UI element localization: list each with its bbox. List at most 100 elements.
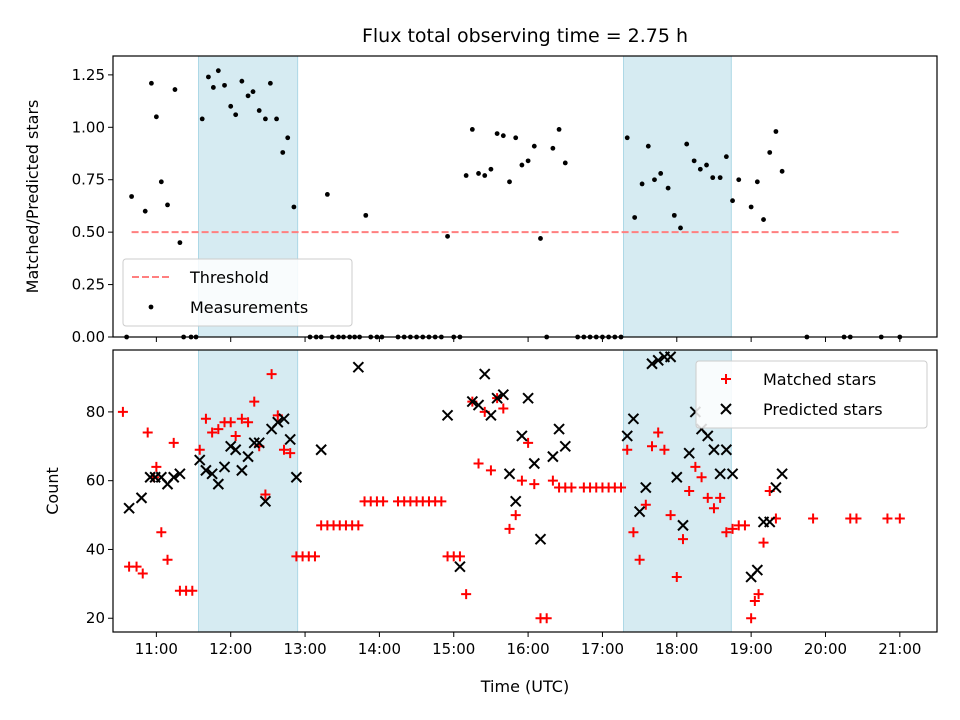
- measurement-point: [779, 168, 785, 174]
- predicted-star-point: [627, 413, 640, 425]
- predicted-star-point: [454, 560, 466, 573]
- bottom-panel: 20 40 60 80 11:00 12:00 13:00 14:00 15:00 16:00 17…: [43, 349, 938, 658]
- matched-star-point: [454, 551, 465, 562]
- x-tick-label: 12:00: [209, 640, 252, 658]
- predicted-star-point: [352, 361, 365, 373]
- measurement-point: [149, 80, 154, 86]
- measurement-point: [445, 233, 450, 239]
- measurement-point: [153, 114, 159, 120]
- matched-star-point: [715, 492, 726, 503]
- predicted-star-point: [720, 444, 733, 456]
- top-panel: 0.00 0.25 0.50 0.75 1.00 1.25 Matched/Predicte…: [23, 55, 938, 346]
- measurement-point: [761, 217, 766, 222]
- matched-star-point: [510, 510, 521, 521]
- matched-star-point: [753, 589, 764, 600]
- measurement-point: [556, 126, 562, 132]
- measurement-point: [671, 212, 677, 218]
- measurement-point: [250, 89, 256, 95]
- measurement-point: [519, 162, 525, 168]
- legend-threshold-label: Threshold: [189, 268, 269, 287]
- predicted-star-point: [621, 430, 633, 442]
- measurement-point: [256, 108, 262, 113]
- matched-star-point: [137, 568, 148, 579]
- measurement-point: [228, 103, 234, 109]
- matched-star-point: [894, 513, 905, 524]
- y-axis-label: Matched/Predicted stars: [23, 100, 42, 294]
- predicted-star-point: [770, 481, 782, 494]
- matched-star-point: [690, 461, 701, 472]
- predicted-star-point: [225, 440, 237, 453]
- measurement-point: [538, 236, 543, 241]
- predicted-star-point: [497, 388, 510, 401]
- x-tick-label: 19:00: [730, 640, 773, 658]
- predicted-star-point: [253, 437, 265, 449]
- predicted-star-point: [229, 444, 242, 456]
- matched-star-point: [498, 403, 509, 414]
- predicted-star-point: [284, 433, 296, 446]
- measurement-point: [507, 179, 512, 185]
- matched-star-point: [285, 448, 296, 459]
- measurement-point: [324, 192, 330, 197]
- matched-star-point: [541, 613, 552, 624]
- measurement-point: [222, 82, 227, 88]
- legend-measurements-label: Measurements: [190, 298, 308, 317]
- legend-matched-label: Matched stars: [763, 370, 876, 389]
- matched-star-point: [616, 482, 627, 493]
- measurement-point: [285, 135, 291, 141]
- measurement-point: [754, 179, 760, 185]
- matched-star-point: [473, 458, 484, 469]
- measurement-point: [165, 202, 170, 208]
- x-axis-label: Time (UTC): [480, 677, 569, 696]
- predicted-star-point: [764, 516, 776, 528]
- x-tick-label: 18:00: [655, 640, 698, 658]
- matched-star-point: [485, 465, 496, 476]
- matched-star-point: [225, 417, 236, 428]
- measurement-point: [652, 177, 657, 183]
- measurement-point: [723, 154, 729, 160]
- x-tick-label: 17:00: [581, 640, 624, 658]
- x-tick-label: 20:00: [804, 640, 847, 658]
- matched-star-point: [162, 554, 173, 565]
- measurement-point: [736, 177, 742, 183]
- matched-star-point: [260, 489, 271, 500]
- measurement-point: [550, 145, 556, 151]
- predicted-star-point: [272, 416, 284, 428]
- measurement-point: [482, 173, 488, 178]
- matched-star-point: [378, 496, 389, 507]
- measurement-point: [142, 208, 148, 214]
- measurement-point: [274, 116, 279, 122]
- chart-title: Flux total observing time = 2.75 h: [362, 25, 688, 47]
- matched-star-point: [634, 554, 645, 565]
- matched-star-point: [628, 527, 639, 538]
- measurement-point: [215, 68, 221, 74]
- matched-star-point: [882, 513, 893, 524]
- matched-star-point: [278, 444, 289, 455]
- predicted-star-point: [708, 444, 720, 456]
- plot-frame: [112, 55, 938, 338]
- y-tick-label: 1.25: [72, 66, 105, 84]
- matched-star-point: [746, 613, 757, 624]
- measurement-point: [691, 158, 697, 164]
- predicted-star-point: [144, 471, 156, 483]
- predicted-star-point: [516, 430, 528, 442]
- predicted-star-point: [503, 468, 516, 480]
- measurement-point: [476, 171, 481, 176]
- predicted-star-point: [553, 423, 565, 435]
- legend-matched-swatch: [721, 374, 731, 384]
- measurement-point: [500, 133, 506, 139]
- predicted-star-point: [236, 464, 248, 477]
- predicted-star-point: [646, 358, 658, 370]
- measurement-point: [206, 74, 211, 80]
- matched-star-point: [142, 427, 153, 438]
- predicted-star-point: [200, 464, 212, 477]
- measurement-point: [199, 116, 205, 122]
- measurement-point: [562, 160, 568, 166]
- measurement-point: [710, 175, 716, 181]
- matched-star-point: [721, 527, 732, 538]
- matched-star-point: [659, 444, 670, 455]
- predicted-star-point: [559, 440, 571, 453]
- predicted-star-point: [259, 495, 272, 508]
- legend-measurements-swatch: [148, 304, 154, 310]
- predicted-star-point: [509, 495, 522, 508]
- matched-star-point: [851, 513, 862, 524]
